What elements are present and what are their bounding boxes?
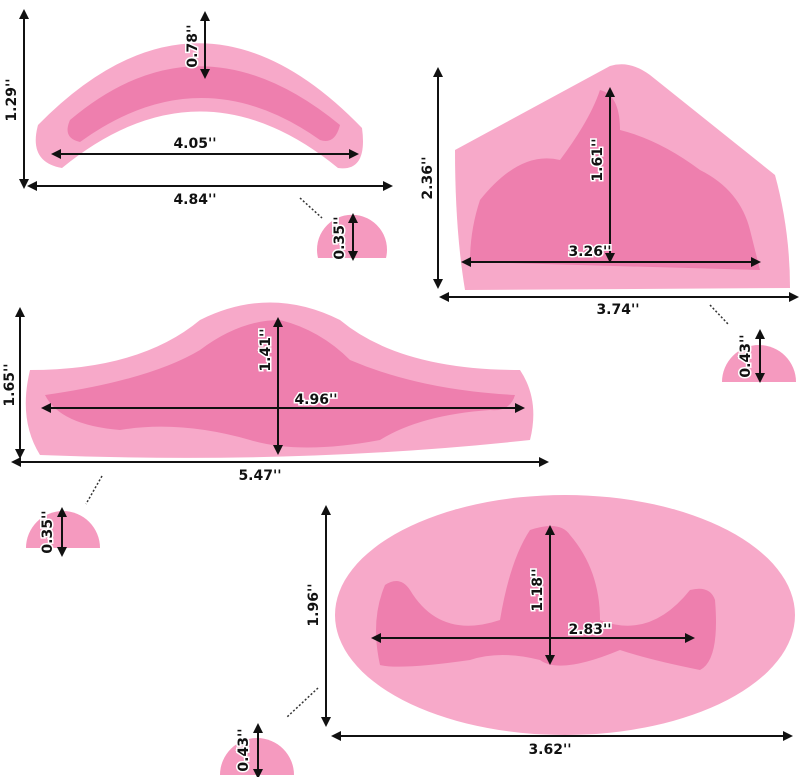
height-label: 1.65'' [2,363,18,406]
width-label: 4.84'' [173,192,216,208]
height-label: 1.96'' [306,583,322,626]
mold-2: 2.36'' 1.61'' 3.26'' 3.74'' 0.43'' [419,64,799,383]
width-label: 4.96'' [294,392,337,408]
mold-4: 1.96'' 1.18'' 2.83'' 3.62'' 0.43'' [220,495,795,777]
width-label: 3.26'' [568,244,611,260]
depth-label: 0.35'' [40,510,56,553]
depth-label: 0.43'' [236,728,252,771]
width-label: 2.83'' [568,622,611,638]
width-label: 3.62'' [528,742,571,758]
width-label: 5.47'' [238,468,281,484]
height-label: 1.18'' [530,568,546,611]
height-label: 0.78'' [185,24,201,67]
width-label: 3.74'' [596,302,639,318]
height-label: 1.61'' [590,138,606,181]
height-label: 1.41'' [258,328,274,371]
width-label: 4.05'' [173,136,216,152]
height-label: 1.29'' [4,78,20,121]
mold-3: 1.65'' 1.41'' 4.96'' 5.47'' 0.35'' [1,302,549,557]
depth-label: 0.43'' [738,334,754,377]
depth-label: 0.35'' [332,216,348,259]
mold-1: 1.29'' 0.78'' 4.05'' 4.84'' 0.35'' [3,8,393,261]
height-label: 2.36'' [420,156,436,199]
